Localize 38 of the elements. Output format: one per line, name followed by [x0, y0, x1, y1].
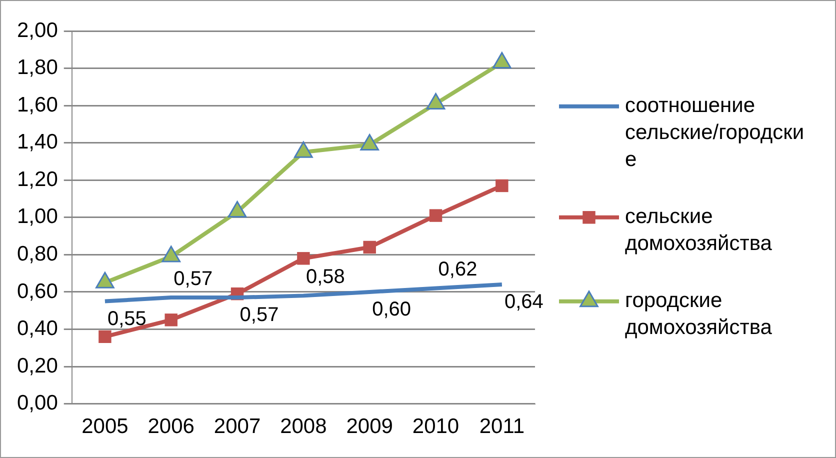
point [426, 92, 446, 110]
point [360, 134, 380, 150]
point [492, 52, 512, 68]
data-label: 0,55 [107, 308, 146, 330]
legend-label: сельские домохозяйства [625, 205, 772, 256]
data-label: 0,57 [174, 268, 213, 290]
y-tick-label: 1,20 [16, 168, 58, 191]
legend-label: городские домохозяйства [625, 289, 772, 340]
point [294, 141, 313, 158]
x-tick-label: 2006 [148, 415, 194, 438]
data-label: 0,58 [306, 266, 345, 288]
x-tick-label: 2010 [412, 415, 460, 438]
point [429, 209, 442, 222]
y-tick-label: 1,40 [16, 130, 58, 154]
y-tick-label: 0,00 [16, 392, 58, 415]
data-label: 0,60 [372, 298, 412, 320]
data-label: 0,64 [504, 291, 544, 314]
y-tick-label: 0,80 [16, 242, 58, 266]
data-label: 0,57 [240, 304, 279, 326]
y-tick-label: 1,80 [16, 56, 58, 80]
y-tick-label: 1,60 [16, 93, 58, 116]
x-tick-label: 2009 [346, 415, 393, 438]
legend-label: соотношение сельские/городские [625, 94, 804, 172]
x-tick-label: 2008 [280, 415, 327, 438]
y-tick-label: 2,00 [16, 18, 58, 42]
x-tick-label: 2011 [479, 415, 525, 438]
y-tick-label: 1,00 [16, 205, 58, 228]
y-tick-label: 0,40 [16, 317, 58, 340]
y-tick-label: 0,60 [16, 280, 58, 303]
point [363, 240, 376, 254]
x-tick-label: 2005 [82, 415, 128, 438]
point [98, 330, 112, 344]
point [297, 252, 310, 265]
point [228, 201, 247, 218]
point [164, 314, 178, 326]
y-tick-label: 0,20 [16, 354, 58, 378]
x-tick-label: 2007 [214, 415, 261, 438]
data-label: 0,62 [438, 258, 478, 281]
